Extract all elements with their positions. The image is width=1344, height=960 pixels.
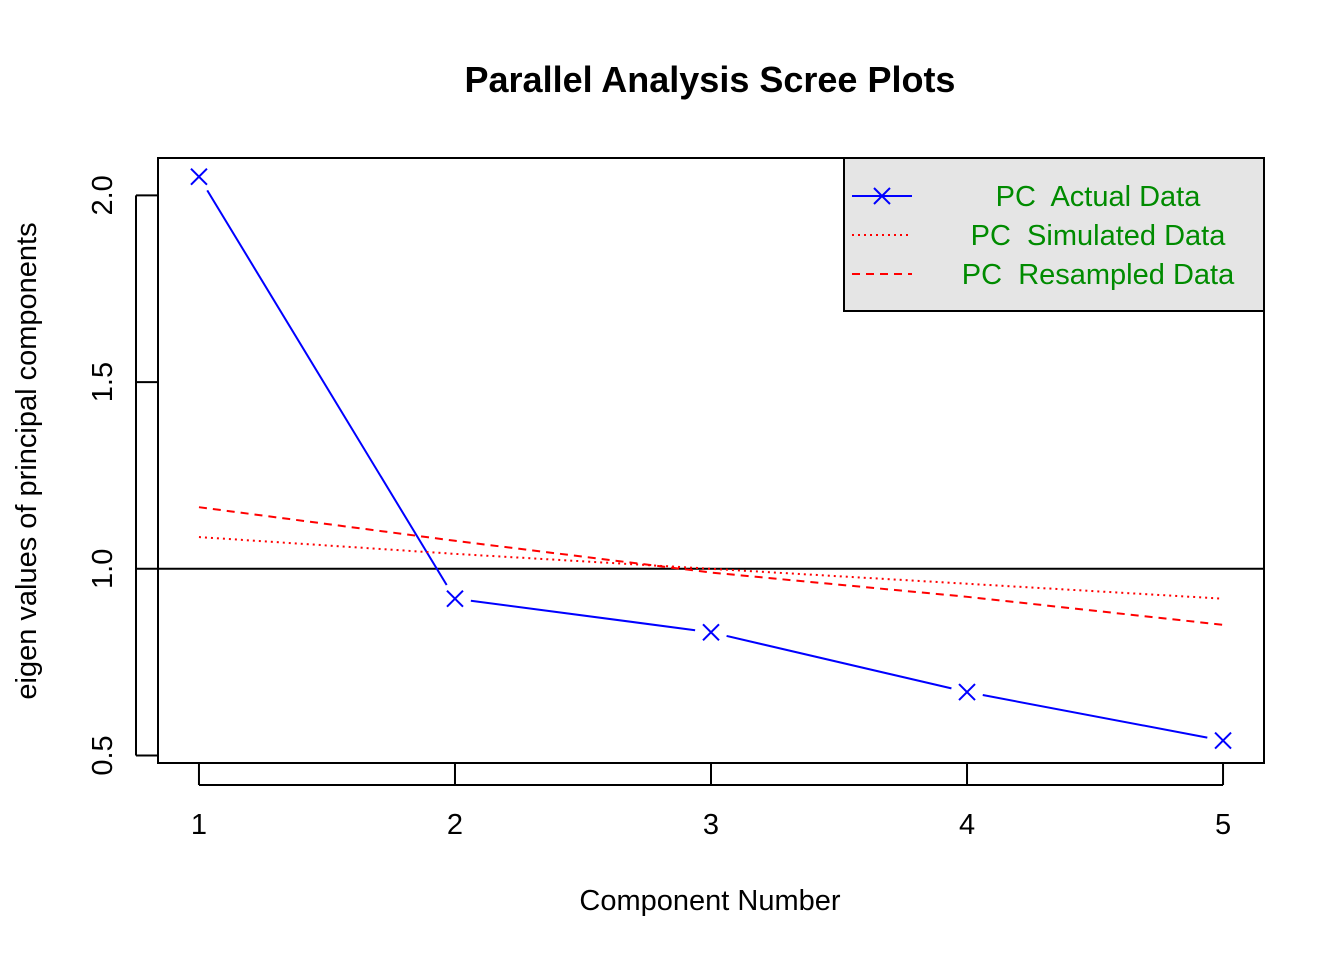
- series-0-segment: [470, 599, 696, 632]
- x-marker-stroke: [1214, 731, 1232, 750]
- series-0-segment: [982, 694, 1208, 739]
- data-point: [1214, 731, 1232, 750]
- plot-area: 1 2 3 4 5 0.5 1.0 1.5 2.0: [87, 167, 1264, 841]
- y-tick-label: 2.0: [87, 175, 119, 215]
- x-tick-label: 1: [191, 809, 207, 841]
- legend-label-2: PC Resampled Data: [962, 259, 1235, 291]
- series-0-segment: [726, 634, 952, 690]
- x-marker-stroke: [446, 589, 464, 608]
- data-point: [190, 167, 208, 186]
- series-0-segment: [206, 189, 448, 586]
- legend: PC Actual Data PC Simulated Data PC Resamp…: [843, 157, 1265, 312]
- legend-label-1: PC Simulated Data: [971, 220, 1227, 252]
- chart-title: Parallel Analysis Scree Plots: [465, 59, 956, 100]
- x-tick-label: 4: [959, 809, 975, 841]
- legend-marker-stroke: [873, 187, 891, 205]
- series-2-line: [198, 506, 1224, 626]
- x-tick-label: 5: [1215, 809, 1231, 841]
- x-axis-label: Component Number: [579, 885, 840, 917]
- y-tick-label: 1.5: [87, 362, 119, 402]
- y-axis-label: eigen values of principal components: [11, 222, 43, 699]
- data-point: [958, 683, 976, 701]
- y-tick-label: 0.5: [87, 735, 119, 775]
- x-marker-stroke: [190, 167, 208, 186]
- data-point: [446, 589, 464, 608]
- plot-frame: [157, 157, 1265, 764]
- x-tick-label: 2: [447, 809, 463, 841]
- x-tick-label: 3: [703, 809, 719, 841]
- y-tick-label: 1.0: [87, 549, 119, 589]
- x-marker-stroke: [958, 683, 976, 701]
- data-point: [702, 623, 720, 641]
- x-marker-stroke: [702, 623, 720, 641]
- legend-label-0: PC Actual Data: [996, 181, 1202, 213]
- legend-box: [843, 157, 1265, 312]
